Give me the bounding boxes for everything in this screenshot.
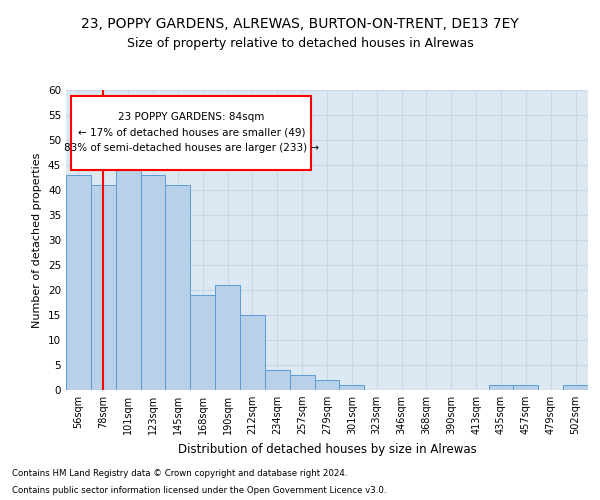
Bar bbox=[66, 175, 91, 390]
Bar bbox=[563, 385, 588, 390]
Bar bbox=[140, 175, 166, 390]
Bar bbox=[215, 285, 240, 390]
Bar bbox=[190, 295, 215, 390]
Text: 23, POPPY GARDENS, ALREWAS, BURTON-ON-TRENT, DE13 7EY: 23, POPPY GARDENS, ALREWAS, BURTON-ON-TR… bbox=[81, 18, 519, 32]
Bar bbox=[290, 375, 314, 390]
Text: Size of property relative to detached houses in Alrewas: Size of property relative to detached ho… bbox=[127, 38, 473, 51]
Bar bbox=[340, 385, 364, 390]
Text: Contains public sector information licensed under the Open Government Licence v3: Contains public sector information licen… bbox=[12, 486, 386, 495]
Bar bbox=[514, 385, 538, 390]
Bar bbox=[314, 380, 340, 390]
Bar bbox=[116, 150, 140, 390]
Text: Contains HM Land Registry data © Crown copyright and database right 2024.: Contains HM Land Registry data © Crown c… bbox=[12, 468, 347, 477]
Bar bbox=[166, 185, 190, 390]
FancyBboxPatch shape bbox=[71, 96, 311, 170]
Bar bbox=[488, 385, 514, 390]
X-axis label: Distribution of detached houses by size in Alrewas: Distribution of detached houses by size … bbox=[178, 442, 476, 456]
Bar bbox=[91, 185, 116, 390]
Bar bbox=[265, 370, 290, 390]
Bar bbox=[240, 315, 265, 390]
Y-axis label: Number of detached properties: Number of detached properties bbox=[32, 152, 43, 328]
Text: 23 POPPY GARDENS: 84sqm
← 17% of detached houses are smaller (49)
83% of semi-de: 23 POPPY GARDENS: 84sqm ← 17% of detache… bbox=[64, 112, 319, 154]
